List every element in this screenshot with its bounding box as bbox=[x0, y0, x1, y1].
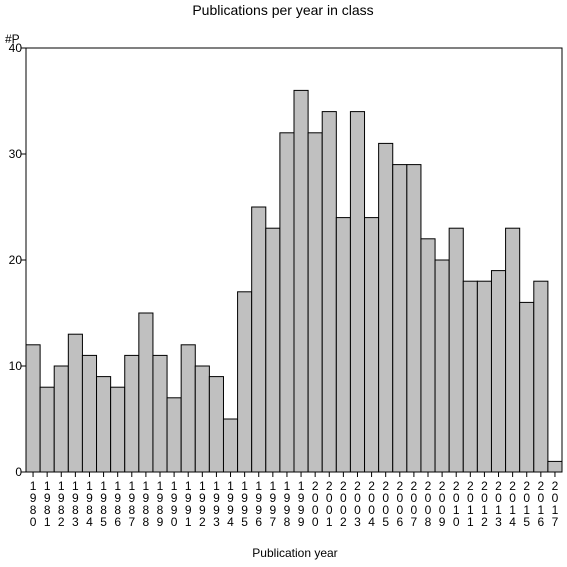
bar-1982 bbox=[53, 365, 69, 473]
bar-1991 bbox=[180, 344, 196, 473]
bar-1997 bbox=[265, 227, 281, 473]
bar-1994 bbox=[222, 418, 239, 473]
x-ticks-group: 1 9 8 0 1 9 8 1 1 9 8 2 1 9 8 3 1 9 8 4 1 9 8 5 1 9 8 6 1 9 8 7 1 9 8 8 1 9 8 9… bbox=[30, 472, 559, 529]
bar-2015 bbox=[519, 301, 535, 473]
y-tick-label: 10 bbox=[9, 359, 23, 373]
bar-2000 bbox=[307, 132, 323, 473]
bar-2004 bbox=[364, 217, 380, 473]
bar-2017 bbox=[547, 460, 563, 473]
bar-1986 bbox=[110, 386, 126, 473]
bar-1984 bbox=[81, 354, 98, 473]
bars-group bbox=[25, 89, 563, 473]
bar-1996 bbox=[251, 206, 267, 473]
bar-2006 bbox=[392, 164, 408, 473]
bar-2002 bbox=[335, 217, 351, 473]
bar-1999 bbox=[293, 89, 309, 473]
y-tick-label: 40 bbox=[9, 41, 23, 55]
bar-2001 bbox=[321, 111, 337, 473]
y-tick-label: 0 bbox=[15, 465, 22, 479]
y-ticks-group: 0 10 20 30 40 bbox=[9, 41, 26, 479]
bar-1981 bbox=[39, 386, 55, 473]
bar-2013 bbox=[490, 270, 507, 473]
bar-2016 bbox=[533, 280, 549, 473]
bar-2008 bbox=[420, 238, 436, 473]
bar-2010 bbox=[448, 227, 464, 473]
bar-1995 bbox=[237, 291, 253, 473]
bar-1993 bbox=[208, 376, 224, 473]
y-tick-label: 20 bbox=[9, 253, 23, 267]
bar-1990 bbox=[166, 397, 182, 473]
bar-2014 bbox=[505, 227, 521, 473]
bar-2012 bbox=[476, 280, 492, 473]
bar-1983 bbox=[67, 333, 83, 473]
bar-2005 bbox=[378, 142, 394, 473]
bar-2011 bbox=[462, 280, 478, 473]
bar-2007 bbox=[406, 164, 422, 473]
bar-1992 bbox=[194, 365, 210, 473]
plot-frame bbox=[25, 47, 563, 473]
y-axis-label: #P bbox=[5, 32, 20, 46]
bar-1980 bbox=[25, 344, 41, 473]
y-tick-label: 30 bbox=[9, 147, 23, 161]
x-axis-label: Publication year bbox=[252, 546, 337, 560]
bar-1987 bbox=[124, 354, 140, 473]
bar-2003 bbox=[349, 111, 366, 473]
bar-1988 bbox=[138, 312, 154, 473]
bar-1998 bbox=[279, 132, 295, 473]
chart-title: Publications per year in class bbox=[192, 2, 373, 18]
bar-1985 bbox=[96, 376, 112, 473]
bar-1989 bbox=[152, 354, 168, 473]
bar-2009 bbox=[434, 259, 450, 473]
